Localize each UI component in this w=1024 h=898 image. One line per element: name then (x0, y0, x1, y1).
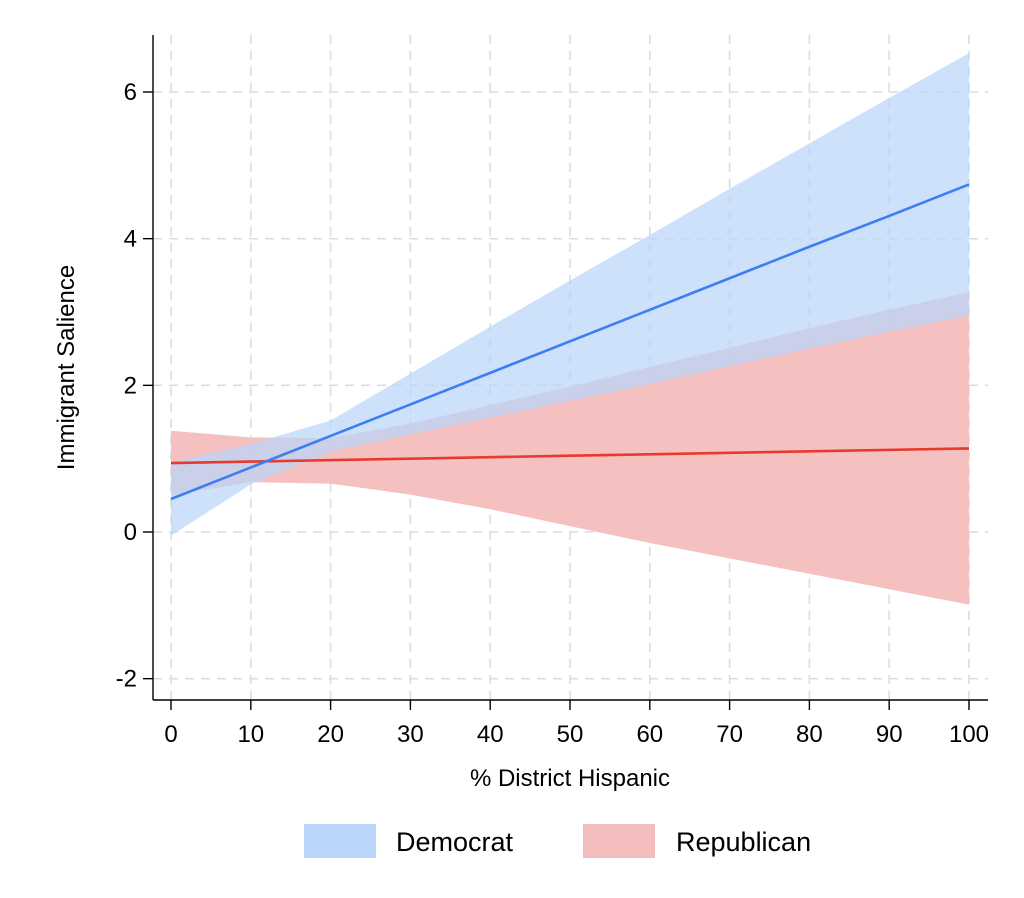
y-axis-title: Immigrant Salience (53, 265, 80, 470)
y-tick-label: 2 (124, 372, 137, 399)
y-tick-label: -2 (116, 666, 137, 693)
y-tick-label: 6 (124, 79, 137, 106)
y-tick-label: 0 (124, 519, 137, 546)
legend-swatch-democrat (304, 824, 376, 858)
legend-label-republican: Republican (676, 827, 811, 857)
x-tick-label: 60 (636, 721, 663, 748)
legend-item-republican: Republican (583, 824, 811, 858)
x-tick-label: 50 (557, 721, 584, 748)
legend-swatch-republican (583, 824, 655, 858)
y-tick-label: 4 (124, 226, 137, 253)
tick-labels: 0 10 20 30 40 50 60 70 80 90 100 -2 0 2 4 6 (116, 79, 989, 748)
line-democrat (170, 183, 970, 501)
x-tick-label: 100 (949, 721, 989, 748)
confidence-bands (171, 53, 969, 605)
x-tick-label: 90 (876, 721, 903, 748)
x-tick-label: 20 (317, 721, 344, 748)
estimate-lines (170, 183, 970, 501)
x-axis-title: % District Hispanic (470, 765, 670, 792)
x-tick-label: 30 (397, 721, 424, 748)
legend-label-democrat: Democrat (396, 827, 514, 857)
x-tick-label: 10 (237, 721, 264, 748)
x-tick-label: 40 (477, 721, 504, 748)
line-republican (170, 447, 970, 465)
legend-item-democrat: Democrat (304, 824, 514, 858)
x-tick-label: 80 (796, 721, 823, 748)
ci-band-republican (171, 292, 969, 605)
ci-band-democrat (171, 53, 969, 536)
x-tick-label: 70 (716, 721, 743, 748)
legend: Democrat Republican (304, 824, 811, 858)
x-tick-label: 0 (164, 721, 177, 748)
